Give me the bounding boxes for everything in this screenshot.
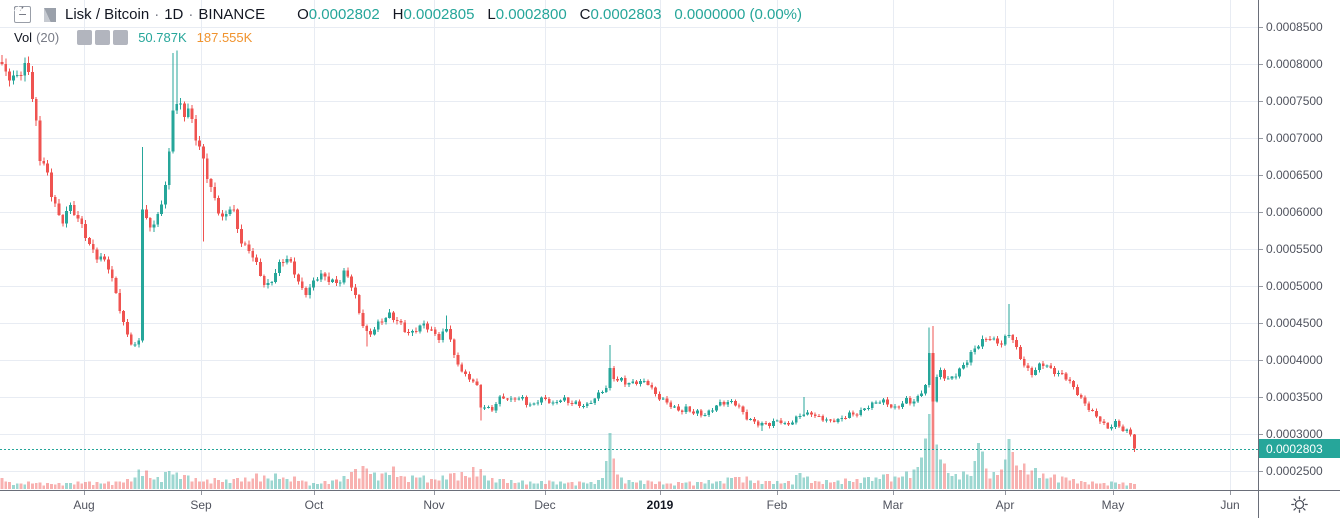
indicator-remove-button[interactable] xyxy=(14,6,129,45)
price-tick-mark xyxy=(1259,64,1263,65)
price-chart[interactable]: Lisk / Bitcoin · 1D · BINANCE O0.0002802… xyxy=(0,0,1258,490)
time-axis-month-label: Aug xyxy=(73,498,95,512)
price-tick-label: 0.0002500 xyxy=(1266,464,1323,478)
time-axis-month-label: Dec xyxy=(534,498,556,512)
change-value: 0.0000000 (0.00%) xyxy=(674,6,803,23)
close-icon xyxy=(14,6,23,15)
time-axis[interactable]: Aug Sep Oct Nov Dec 2019 Feb Mar Apr May Jun xyxy=(0,490,1258,518)
price-tick-mark xyxy=(1259,434,1263,435)
time-tick-mark xyxy=(545,491,546,495)
price-tick-mark xyxy=(1259,323,1263,324)
time-tick-mark xyxy=(434,491,435,495)
price-tick-label: 0.0004500 xyxy=(1266,316,1323,330)
candlestick-chart-canvas[interactable] xyxy=(0,0,1258,490)
price-tick-label: 0.0003500 xyxy=(1266,390,1323,404)
time-tick-mark xyxy=(201,491,202,495)
high-value: 0.0002805 xyxy=(403,6,475,23)
open-label: O xyxy=(297,6,309,23)
time-axis-month-label: Nov xyxy=(423,498,445,512)
price-tick-label: 0.0006000 xyxy=(1266,205,1323,219)
price-axis[interactable]: 0.0002803 0.0008500 0.0008000 0.0007500 0.0… xyxy=(1258,0,1340,490)
price-tick-mark xyxy=(1259,101,1263,102)
chart-legend: Lisk / Bitcoin · 1D · BINANCE O0.0002802… xyxy=(14,6,802,45)
time-axis-month-label: Oct xyxy=(304,498,324,512)
indicator-visibility-button[interactable] xyxy=(14,6,93,45)
time-axis-month-label: May xyxy=(1101,498,1125,512)
price-tick-mark xyxy=(1259,397,1263,398)
low-value: 0.0002800 xyxy=(495,6,567,23)
minus-icon xyxy=(19,13,26,16)
price-tick-mark xyxy=(1259,471,1263,472)
price-tick-label: 0.0006500 xyxy=(1266,168,1323,182)
title-separator: · xyxy=(188,6,194,23)
time-axis-year-label: 2019 xyxy=(646,498,674,512)
time-axis-month-label: Sep xyxy=(190,498,212,512)
high-label: H xyxy=(392,6,404,23)
ohlc-readout: O0.0002802 H0.0002805 L0.0002800 C0.0002… xyxy=(297,6,802,23)
symbol-title[interactable]: Lisk / Bitcoin xyxy=(65,6,150,23)
axis-corner xyxy=(1258,490,1340,518)
time-axis-month-label: Jun xyxy=(1220,498,1240,512)
time-tick-mark xyxy=(314,491,315,495)
price-tick-mark xyxy=(1259,360,1263,361)
time-tick-mark xyxy=(893,491,894,495)
indicator-settings-button[interactable] xyxy=(14,6,111,45)
volume-current-value: 50.787K xyxy=(138,30,187,45)
time-tick-mark xyxy=(1113,491,1114,495)
price-tick-label: 0.0007000 xyxy=(1266,131,1323,145)
price-tick-mark xyxy=(1259,286,1263,287)
price-tick-label: 0.0007500 xyxy=(1266,94,1323,108)
price-tick-label: 0.0004000 xyxy=(1266,353,1323,367)
lisk-logo-icon xyxy=(42,7,58,23)
price-tick-label: 0.0003000 xyxy=(1266,427,1323,441)
low-label: L xyxy=(487,6,496,23)
open-value: 0.0002802 xyxy=(308,6,380,23)
price-tick-label: 0.0005500 xyxy=(1266,242,1323,256)
exchange-label[interactable]: BINANCE xyxy=(198,6,266,23)
price-tick-mark xyxy=(1259,175,1263,176)
time-axis-month-label: Mar xyxy=(882,498,904,512)
time-tick-mark xyxy=(777,491,778,495)
time-axis-month-label: Feb xyxy=(766,498,788,512)
price-tick-mark xyxy=(1259,27,1263,28)
time-tick-mark xyxy=(84,491,85,495)
volume-indicator-label[interactable]: Vol xyxy=(14,30,33,45)
last-price-badge: 0.0002803 xyxy=(1259,439,1340,459)
chart-settings-gear-icon[interactable] xyxy=(1291,496,1308,513)
price-tick-label: 0.0008500 xyxy=(1266,20,1323,34)
price-tick-mark xyxy=(1259,138,1263,139)
time-axis-month-label: Apr xyxy=(995,498,1015,512)
volume-ma-value: 187.555K xyxy=(196,30,253,45)
price-tick-mark xyxy=(1259,249,1263,250)
volume-indicator-param: (20) xyxy=(36,30,60,45)
time-tick-mark xyxy=(1005,491,1006,495)
price-tick-label: 0.0008000 xyxy=(1266,57,1323,71)
price-tick-label: 0.0005000 xyxy=(1266,279,1323,293)
close-value: 0.0002803 xyxy=(590,6,662,23)
interval-label[interactable]: 1D xyxy=(164,6,184,23)
close-label: C xyxy=(579,6,591,23)
title-separator: · xyxy=(154,6,160,23)
time-tick-mark xyxy=(1230,491,1231,495)
price-tick-mark xyxy=(1259,212,1263,213)
time-tick-mark xyxy=(660,491,661,495)
